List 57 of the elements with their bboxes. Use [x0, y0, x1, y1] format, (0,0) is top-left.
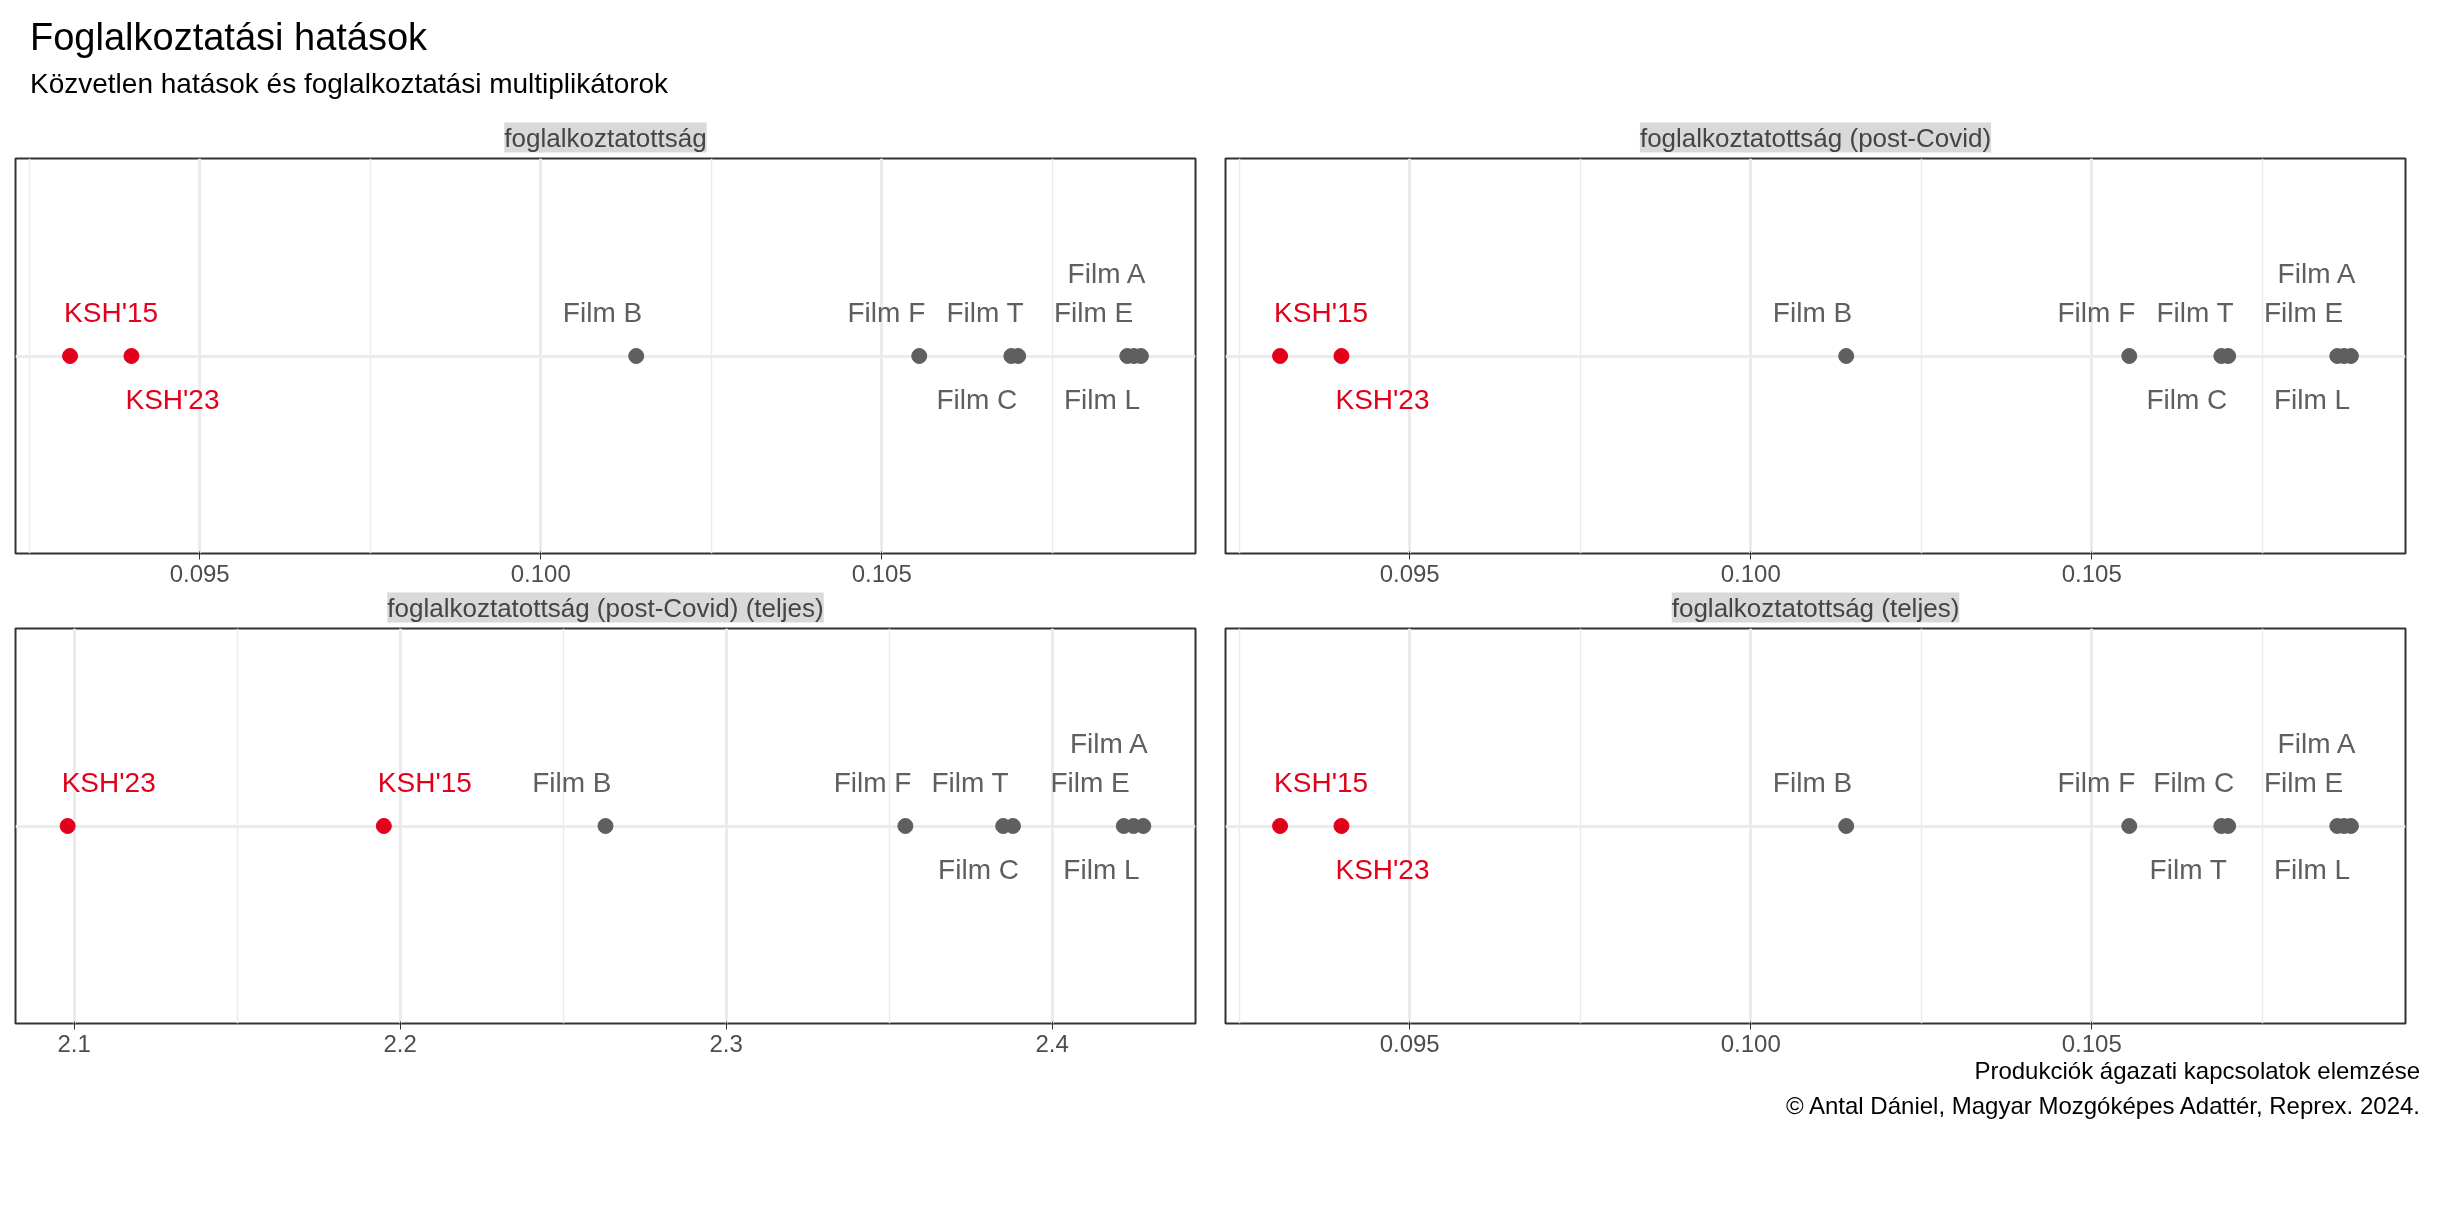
series-label: Film F [2057, 297, 2136, 329]
series-label: Film F [833, 767, 912, 799]
text: Foglalkoztatási hatások [30, 15, 428, 60]
series-label: KSH'15 [64, 297, 159, 329]
x-tick-label: 2.1 [57, 1029, 91, 1057]
series-label: Film T [931, 767, 1009, 799]
series-label: KSH'15 [1274, 767, 1369, 799]
x-tick-label: 2.4 [1035, 1029, 1069, 1057]
text: Film A [1067, 257, 1146, 289]
x-tick-label: 2.2 [383, 1029, 417, 1057]
chart-title: foglalkoztatottság [504, 122, 707, 153]
series-label: Film B [532, 767, 612, 799]
text: © Antal Dániel, Magyar Mozgóképes Adattér, Reprex. 2024. [1785, 1090, 2420, 1121]
series-label: KSH'15 [1274, 297, 1369, 329]
chart-title: foglalkoztatottság (teljes) [1671, 592, 1960, 623]
series-label: Film L [1063, 384, 1141, 416]
series-label: Film F [2057, 767, 2136, 799]
chart-title: foglalkoztatottság (post-Covid) [1639, 122, 1992, 153]
x-tick-label: 0.095 [169, 559, 230, 587]
series-label: Film C [936, 384, 1018, 416]
text: Film A [1070, 727, 1149, 759]
series-label: Film F [847, 297, 926, 329]
text: Produkciók ágazati kapcsolatok elemzése [1974, 1057, 2420, 1085]
series-label: KSH'15 [377, 767, 472, 799]
series-label: Film L [2273, 854, 2351, 886]
text: Film A [2277, 727, 2356, 759]
series-label: Film B [1772, 297, 1853, 329]
series-label: KSH'23 [61, 767, 156, 799]
series-label: Film E [2263, 297, 2344, 329]
x-tick-label: 0.105 [851, 559, 912, 587]
series-label: Film T [2149, 854, 2227, 886]
series-label: Film C [2146, 384, 2228, 416]
series-label: Film T [2156, 297, 2234, 329]
x-tick-label: 0.105 [2061, 1029, 2122, 1057]
series-label: Film L [1063, 854, 1140, 886]
x-tick-label: 2.3 [709, 1029, 743, 1057]
series-label: Film E [2263, 767, 2344, 799]
series-label: Film T [946, 297, 1024, 329]
series-label: Film B [1772, 767, 1853, 799]
series-label: Film B [562, 297, 643, 329]
series-label: KSH'23 [1335, 384, 1430, 416]
x-tick-label: 0.095 [1379, 1029, 1440, 1057]
chart-title: foglalkoztatottság (post-Covid) (teljes) [387, 592, 824, 623]
x-tick-label: 0.100 [510, 559, 571, 587]
x-tick-label: 0.095 [1379, 559, 1440, 587]
series-label: Film C [938, 854, 1019, 886]
series-label: Film E [1050, 767, 1130, 799]
x-tick-label: 0.100 [1720, 1029, 1781, 1057]
series-label: Film E [1053, 297, 1134, 329]
series-label: KSH'23 [1335, 854, 1430, 886]
series-label: KSH'23 [125, 384, 220, 416]
x-tick-label: 0.105 [2061, 559, 2122, 587]
text: Film A [2277, 257, 2356, 289]
text: Közvetlen hatások és foglalkoztatási multiplikátorok [30, 67, 669, 102]
series-label: Film L [2273, 384, 2351, 416]
x-tick-label: 0.100 [1720, 559, 1781, 587]
series-label: Film C [2153, 767, 2235, 799]
